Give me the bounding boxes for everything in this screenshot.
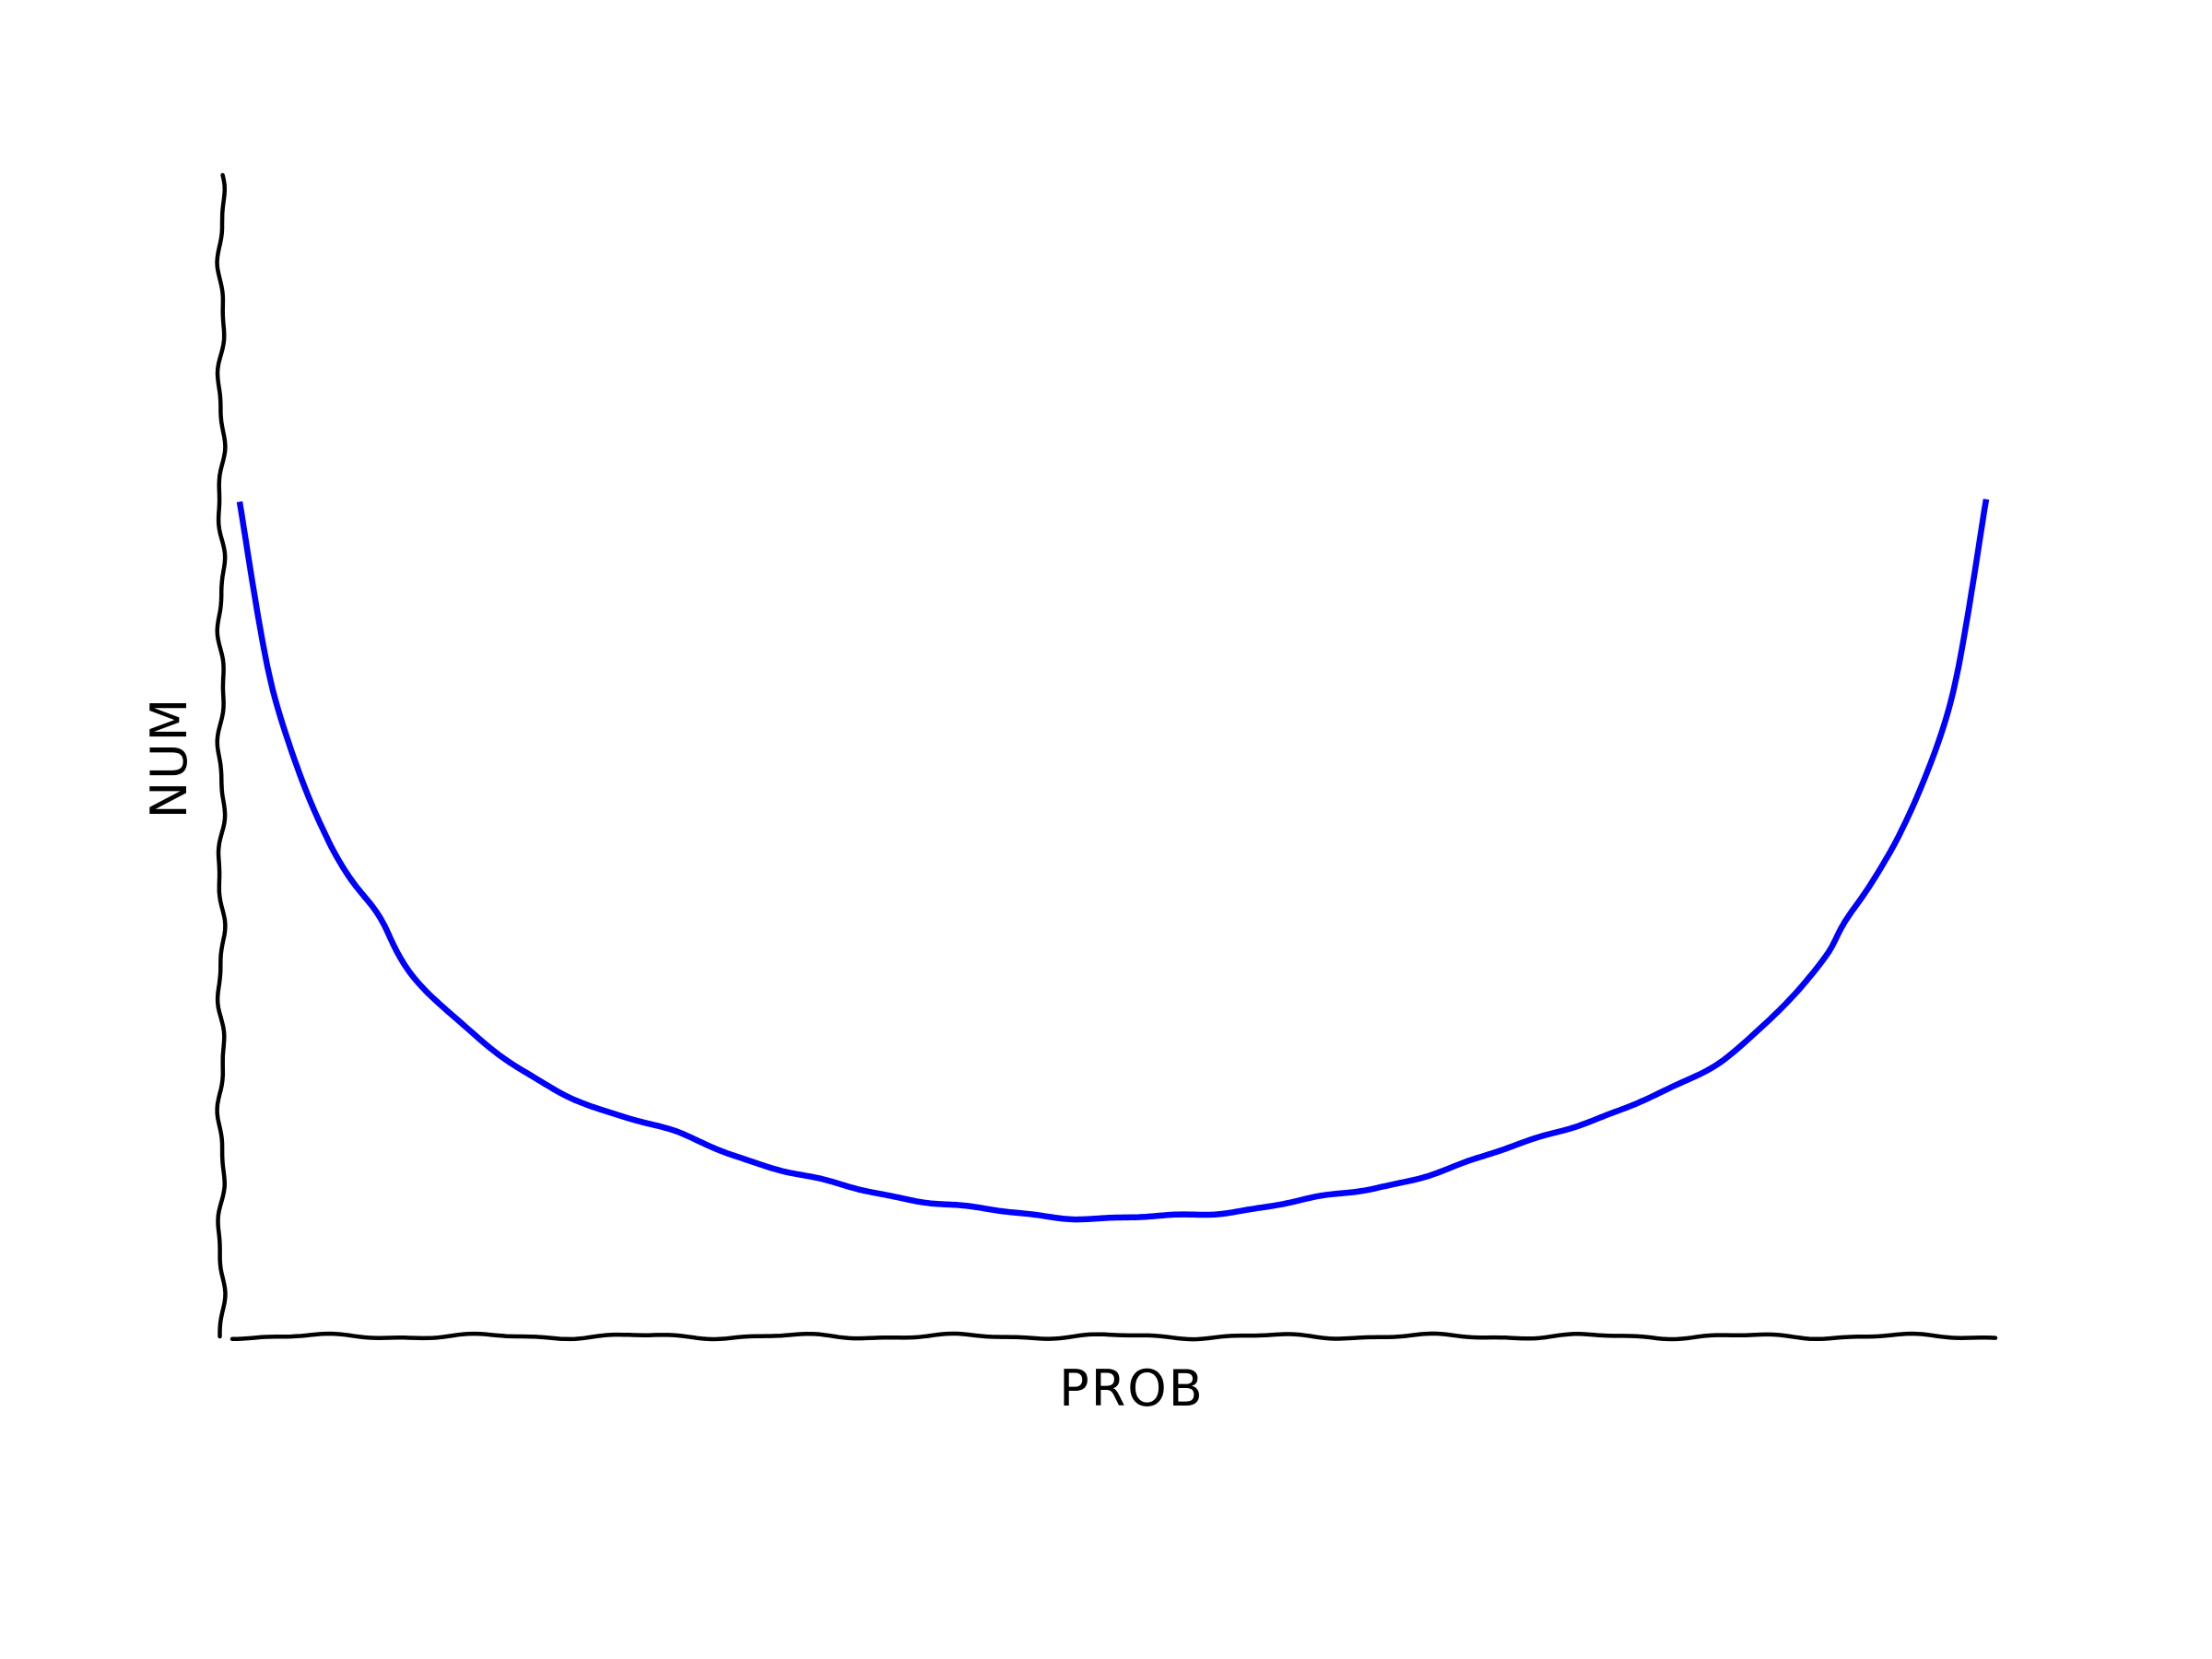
x-axis bbox=[229, 1331, 1998, 1342]
series-layer bbox=[236, 499, 1990, 1223]
axes bbox=[215, 172, 1998, 1342]
series-line-1 bbox=[236, 499, 1990, 1223]
y-axis-label: NUM bbox=[140, 697, 198, 819]
y-axis bbox=[215, 172, 228, 1339]
x-axis-label: PROB bbox=[1059, 1359, 1205, 1418]
